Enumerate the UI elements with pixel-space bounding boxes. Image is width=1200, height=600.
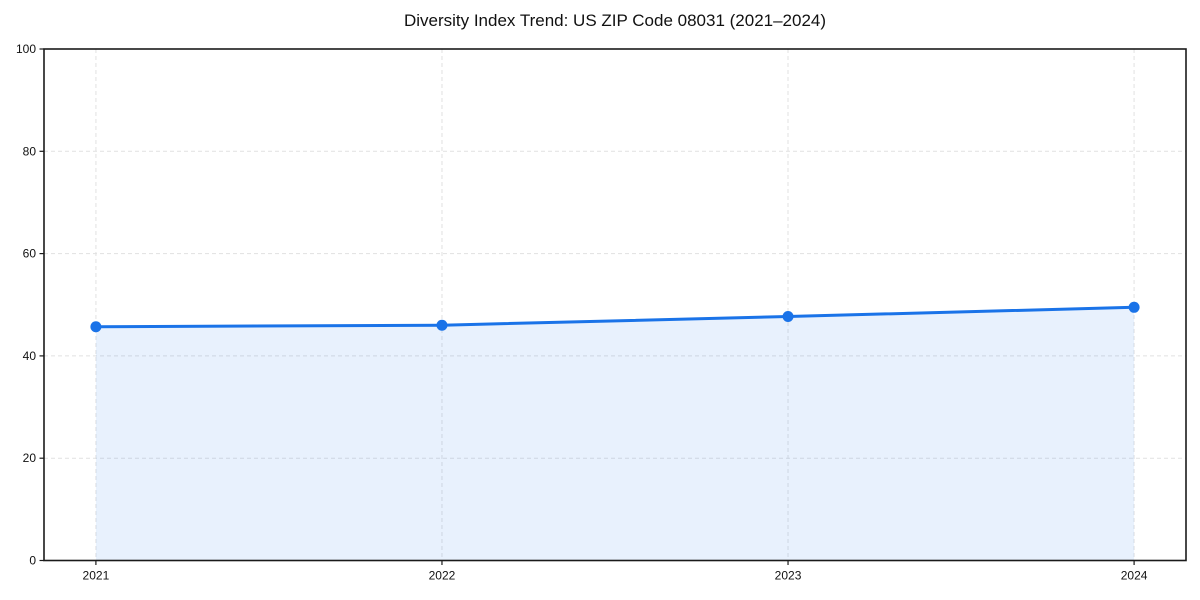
y-tick-label: 100 <box>16 42 36 56</box>
trend-line <box>94 305 1136 329</box>
chart-title: Diversity Index Trend: US ZIP Code 08031… <box>403 11 827 30</box>
plot-frame <box>43 48 1187 562</box>
x-tick-label: 2023 <box>775 569 802 583</box>
x-tick-label: 2022 <box>429 569 456 583</box>
y-tick-label: 0 <box>29 554 36 568</box>
y-tick-label: 40 <box>23 349 37 363</box>
data-point-marker <box>436 319 448 331</box>
area-fill <box>95 307 1135 561</box>
data-point-marker <box>782 311 794 323</box>
y-tick-label: 80 <box>23 144 37 158</box>
y-tick-label: 20 <box>23 451 37 465</box>
x-tick-label: 2024 <box>1121 569 1148 583</box>
data-point-marker <box>1128 301 1140 313</box>
y-tick-label: 60 <box>23 247 37 261</box>
data-point-marker <box>90 321 102 333</box>
x-tick-label: 2021 <box>83 569 110 583</box>
